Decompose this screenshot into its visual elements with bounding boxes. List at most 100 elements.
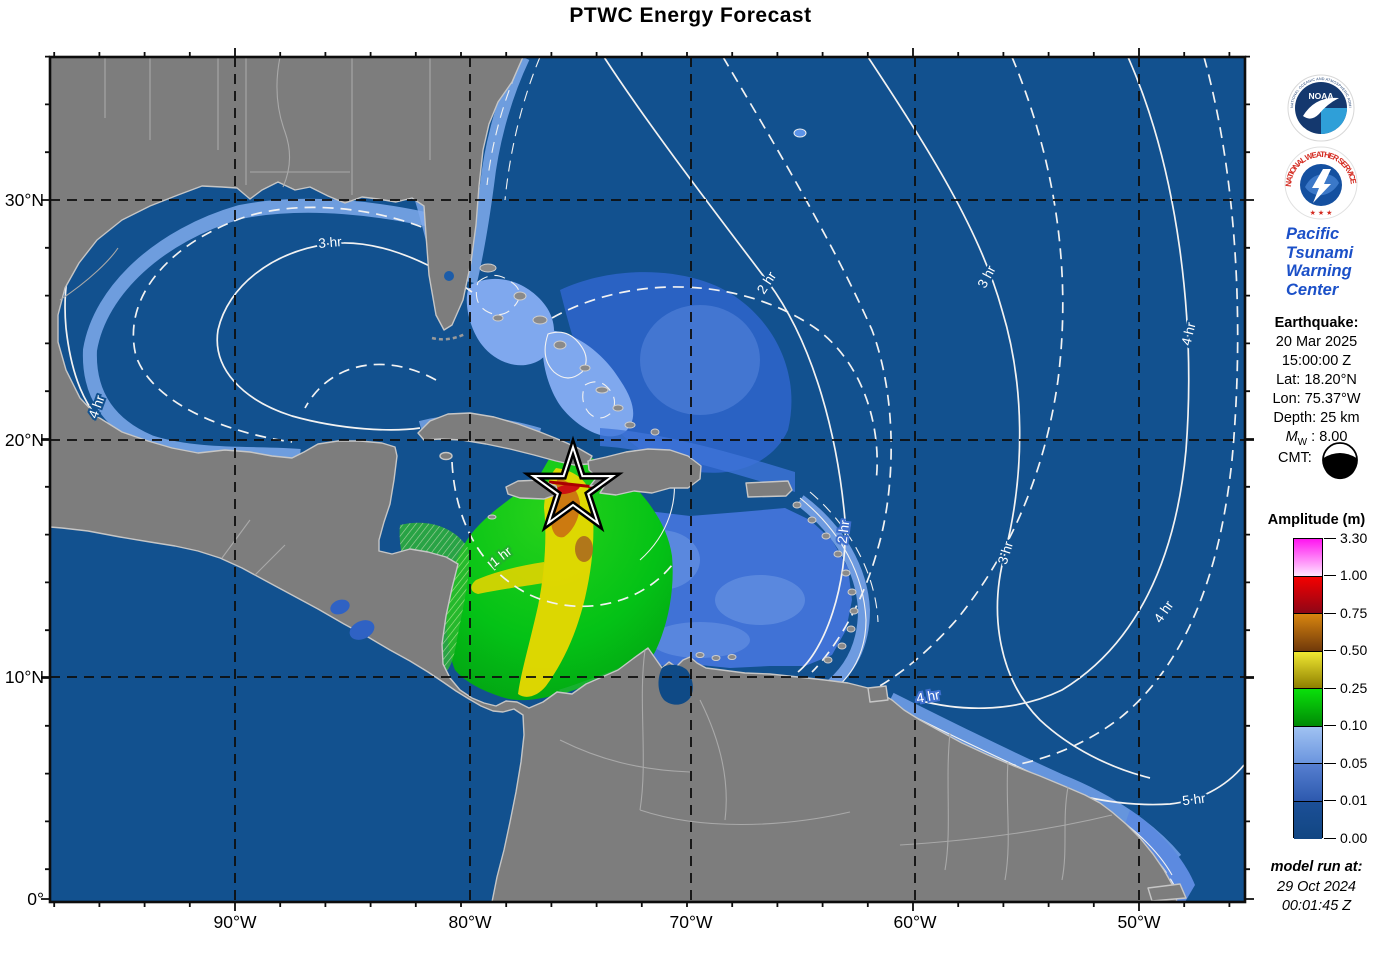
earthquake-magnitude: MW : 8.00 [1285,429,1348,448]
graticule [50,57,1245,902]
contour-2hr [603,57,847,673]
colorbar-tick: 0.10 [1323,717,1368,733]
carib-patch-2 [715,575,805,625]
bermuda-patch [793,128,807,138]
colorbar-segment [1294,801,1322,839]
contour-3hr-gulf [216,242,473,431]
lon-label: 70°W [670,912,713,932]
ptwc-line: Pacific [1286,225,1340,243]
contour-label: 4 hr [915,687,941,706]
lake-nicaragua [349,620,375,640]
contour-4hr-atlantic [917,57,1190,710]
model-run-time: 00:01:45 Z [1281,898,1352,914]
gulf-fringe [82,198,472,463]
contour-1.5hr [551,286,878,483]
colorbar-segment [1294,576,1322,614]
trinidad [867,685,889,703]
contour-label: 5 hr [1181,791,1206,809]
lon-label: 50°W [1118,912,1161,932]
isla-juventud [439,451,453,461]
colorbar-segment [1294,689,1322,727]
lon-label: 80°W [449,912,492,932]
colorbar-tick: 0.75 [1323,605,1368,621]
energy-arm-yellow [471,562,544,594]
amplitude-colorbar [1293,538,1323,839]
noaa-seagull-icon [1303,97,1339,119]
ptwc-wordmark: Pacific Tsunami Warning Center [1286,225,1353,299]
model-run-info: model run at: 29 Oct 2024 00:01:45 Z [1252,858,1381,917]
contour-3.5hr-gulf [132,206,471,443]
earthquake-depth: Depth: 25 km [1273,410,1360,426]
noaa-wordmark: NOAA [1308,91,1333,101]
nws-stars: ★ ★ ★ [1310,209,1333,217]
north-islands-band [600,428,795,492]
colorbar-segment [1294,764,1322,802]
lightning-bolt-icon [1312,169,1331,203]
florida-keys [431,332,466,341]
colorbar-segment [1294,651,1322,689]
noaa-logo: NATIONAL OCEANIC AND ATMOSPHERIC ADMINIS… [1281,68,1355,142]
contour-3.5hr-atlantic [849,57,1064,701]
cmt-beachball-icon [1322,442,1358,480]
cmt-label: CMT: [1278,450,1312,466]
axis-ticks [41,48,1254,911]
earthquake-time: 15:00:00 Z [1281,353,1352,369]
energy-lobe-brown [575,536,593,562]
earthquake-date: 20 Mar 2025 [1275,334,1358,350]
energy-core-red [554,483,580,495]
axis-labels: 30°N 20°N 10°N 0° 90°W 80°W 70°W 60°W 50… [5,190,1161,932]
colorbar-tick: 3.30 [1323,530,1368,546]
hispaniola [587,448,702,496]
colorbar-segment [1294,539,1322,577]
lon-label: 90°W [214,912,257,932]
contour-2.5hr [722,57,892,673]
page-title: PTWC Energy Forecast [569,4,812,27]
earthquake-lon: Lon: 75.37°W [1272,391,1361,407]
model-run-date: 29 Oct 2024 [1277,878,1356,895]
colorbar-tick: 0.01 [1323,792,1368,808]
state-borders [59,57,1113,881]
contour-label: 2 hr [835,519,853,544]
ptwc-line: Tsunami [1286,243,1354,262]
lat-label: 20°N [5,430,44,450]
colorbar-tick: 0.50 [1323,642,1368,658]
puerto-rico [745,480,793,498]
lake-maracaibo [658,664,693,705]
colorbar-segment [1294,614,1322,652]
lakes [330,271,693,705]
epicenter-star [522,435,624,533]
lake-managua [330,599,350,615]
lake-okeechobee [444,271,454,281]
colorbar-tick: 0.00 [1323,830,1368,846]
lon-label: 60°W [894,912,937,932]
americas-landmass [50,57,1178,902]
nws-logo: NATIONAL WEATHER SERVICE ★ ★ ★ [1284,146,1358,220]
earthquake-heading: Earthquake: [1274,315,1359,331]
earthquake-info: Earthquake: 20 Mar 2025 15:00:00 Z Lat: … [1252,314,1381,452]
sidebar: NATIONAL OCEANIC AND ATMOSPHERIC ADMINIS… [1252,0,1381,954]
colorbar-tick: 0.25 [1323,680,1368,696]
land-layer [50,57,1187,902]
energy-streak-red [548,480,596,489]
marajo-island [1147,883,1187,902]
colorbar-segment [1294,726,1322,764]
ptwc-line: Center [1286,280,1339,299]
atlantic-energy-patch-light [640,305,760,415]
noaa-cyan-quadrant [1321,108,1347,134]
energy-beam-yellow [518,468,594,697]
map-frame [48,55,1247,904]
carib-patch-3 [650,622,750,658]
colorbar-tick: 0.05 [1323,755,1368,771]
ptwc-line: Warning [1286,262,1352,280]
lat-label: 10°N [5,667,44,687]
contour-3hr-atlantic [867,57,1151,779]
small-islands [431,128,859,664]
earthquake-lat: Lat: 18.20°N [1276,372,1357,388]
contour-4.5hr-atlantic [954,57,1239,772]
lat-label: 0° [27,889,44,909]
colorbar-title: Amplitude (m) [1267,512,1366,528]
lat-label: 30°N [5,190,44,210]
model-run-heading: model run at: [1270,859,1363,875]
